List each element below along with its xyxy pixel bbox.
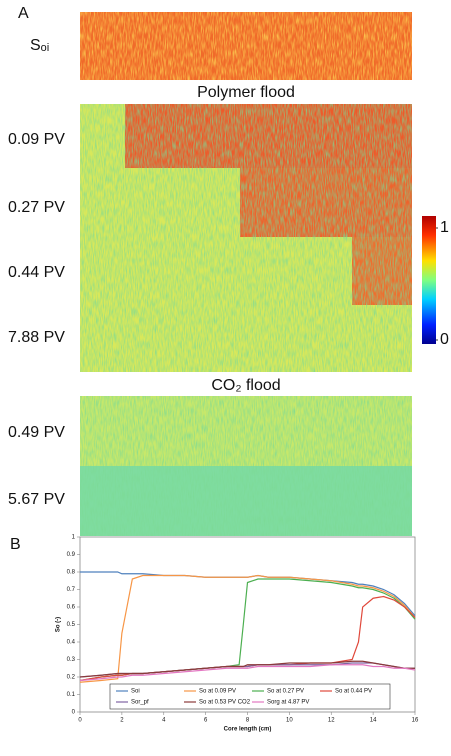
heatmap-texture — [80, 12, 412, 80]
row-label: 0.09 PV — [8, 131, 65, 148]
x-tick-label: 6 — [204, 718, 208, 724]
y-tick-label: 1 — [72, 535, 76, 541]
section-title: Polymer flood — [197, 84, 295, 101]
legend-label: So at 0.09 PV — [199, 689, 236, 695]
row-label: 7.88 PV — [8, 329, 65, 346]
legend-label: Soi — [131, 689, 140, 695]
y-tick-label: 0.1 — [67, 692, 76, 698]
x-tick-label: 0 — [78, 718, 82, 724]
heatmap-texture — [80, 396, 412, 536]
series-line — [79, 574, 416, 683]
row-label: 0.44 PV — [8, 264, 65, 281]
y-tick-label: 0.6 — [67, 605, 76, 611]
y-tick-label: 0 — [72, 710, 76, 716]
y-tick-label: 0.9 — [67, 552, 76, 558]
x-tick-label: 4 — [162, 718, 166, 724]
y-tick-label: 0.4 — [67, 640, 76, 646]
section-title: CO₂ flood — [211, 377, 280, 394]
heatmap-texture — [80, 104, 412, 372]
y-tick-label: 0.2 — [67, 675, 76, 681]
colorbar-tick-label: 1 — [440, 219, 449, 236]
y-axis-label: So (-) — [56, 617, 62, 632]
panel-label: A — [18, 5, 29, 22]
legend-label: Sorg at 4.87 PV — [267, 700, 309, 706]
row-label: Sₒᵢ — [30, 37, 49, 54]
x-tick-label: 16 — [412, 718, 419, 724]
series-line — [79, 664, 416, 682]
legend-label: Sor_pf — [131, 700, 149, 706]
y-tick-label: 0.5 — [67, 622, 76, 628]
heatmaps — [80, 12, 436, 536]
panel-label: B — [10, 536, 21, 553]
y-tick-label: 0.8 — [67, 570, 76, 576]
x-tick-label: 10 — [286, 718, 293, 724]
series-line — [80, 571, 416, 617]
x-tick-label: 2 — [120, 718, 124, 724]
colorbar — [422, 216, 436, 344]
series-line — [79, 660, 415, 678]
x-tick-label: 14 — [370, 718, 377, 724]
colorbar-tick-label: 0 — [440, 331, 449, 348]
legend-label: So at 0.27 PV — [267, 689, 304, 695]
x-tick-label: 8 — [246, 718, 250, 724]
row-label: 5.67 PV — [8, 491, 65, 508]
legend-label: So at 0.53 PV CO2 — [199, 700, 251, 706]
x-axis-label: Core length (cm) — [224, 727, 272, 733]
x-tick-label: 12 — [328, 718, 335, 724]
y-tick-label: 0.7 — [67, 587, 76, 593]
row-label: 0.49 PV — [8, 424, 65, 441]
legend-box — [109, 683, 391, 710]
legend-label: So at 0.44 PV — [335, 689, 372, 695]
row-label: 0.27 PV — [8, 199, 65, 216]
y-tick-label: 0.3 — [67, 657, 76, 663]
